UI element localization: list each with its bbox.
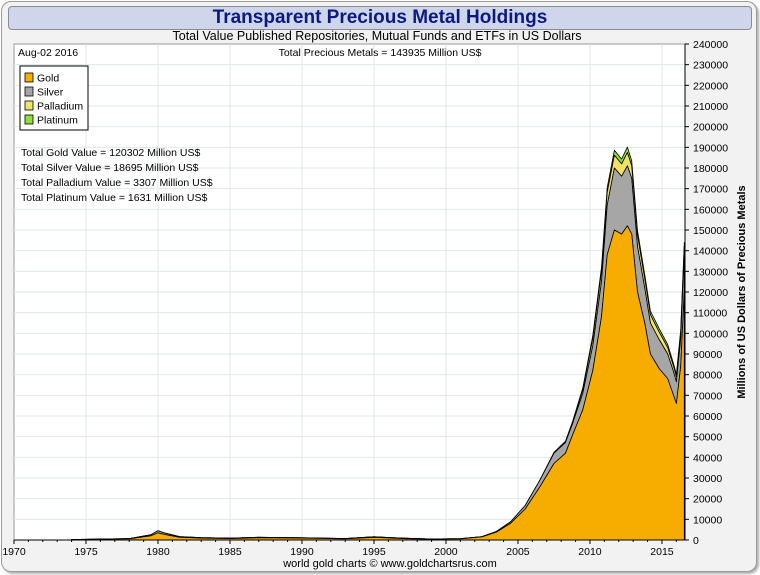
axes: 0 10000 20000 30000 40000 50000 60000 70000 8000… [2,39,728,558]
value-line: Total Silver Value = 18695 Million US$ [21,162,199,174]
x-tick-label: 2000 [434,546,458,558]
y-tick-label: 180000 [693,163,728,175]
x-tick-label: 1975 [74,546,98,558]
y-tick-label: 160000 [693,204,728,216]
legend-label-palladium: Palladium [37,101,83,113]
legend-swatch-silver [24,86,34,97]
y-tick-label: 210000 [693,101,728,113]
y-tick-label: 20000 [693,494,722,506]
y-tick-label: 50000 [693,432,722,444]
y-tick-label: 140000 [693,246,728,258]
value-line: Total Platinum Value = 1631 Million US$ [21,192,207,204]
value-line: Total Gold Value = 120302 Million US$ [21,147,200,159]
y-tick-label: 130000 [693,266,728,278]
x-tick-label: 1980 [146,546,170,558]
y-tick-label: 30000 [693,473,722,485]
y-tick-label: 10000 [693,514,722,526]
x-tick-label: 1970 [2,546,26,558]
y-tick-label: 240000 [693,39,728,51]
value-lines: Total Gold Value = 120302 Million US$ Tot… [21,147,213,204]
y-tick-label: 120000 [693,287,728,299]
legend-swatch-palladium [24,100,34,111]
legend: Gold Silver Palladium Platinum [19,65,89,131]
x-tick-label: 1985 [218,546,242,558]
total-label: Total Precious Metals = 143935 Million U… [279,47,482,59]
x-tick-label: 1995 [362,546,386,558]
legend-label-silver: Silver [37,87,64,99]
x-tick-label: 1990 [290,546,314,558]
footer-credit: world gold charts © www.goldchartsrus.co… [282,558,497,570]
y-tick-label: 170000 [693,184,728,196]
chart-title: Transparent Precious Metal Holdings [212,7,548,28]
value-line: Total Palladium Value = 3307 Million US$ [21,177,213,189]
y-tick-label: 190000 [693,142,728,154]
legend-label-gold: Gold [37,73,59,85]
x-tick-label: 2010 [578,546,602,558]
y-tick-label: 0 [693,535,699,547]
y-tick-label: 100000 [693,328,728,340]
y-tick-label: 60000 [693,411,722,423]
area-series [71,146,685,541]
y-tick-label: 40000 [693,452,722,464]
y-tick-label: 110000 [693,308,727,320]
x-tick-label: 2005 [506,546,530,558]
y-tick-label: 220000 [693,80,728,92]
legend-swatch-gold [24,72,34,83]
y-tick-label: 150000 [693,225,728,237]
y-axis-label: Millions of US Dollars of Precious Metal… [736,185,748,398]
date-label: Aug-02 2016 [18,47,78,59]
legend-swatch-platinum [24,114,34,125]
y-tick-label: 80000 [693,370,722,382]
y-tick-label: 90000 [693,349,722,361]
grid [14,44,685,540]
legend-label-platinum: Platinum [37,115,78,127]
title-bar: Transparent Precious Metal Holdings [8,6,752,30]
y-tick-label: 230000 [693,60,728,72]
y-tick-label: 200000 [693,122,728,134]
chart-subtitle: Total Value Published Repositories, Mutu… [172,29,582,43]
y-tick-label: 70000 [693,390,722,402]
x-tick-label: 2015 [650,546,674,558]
